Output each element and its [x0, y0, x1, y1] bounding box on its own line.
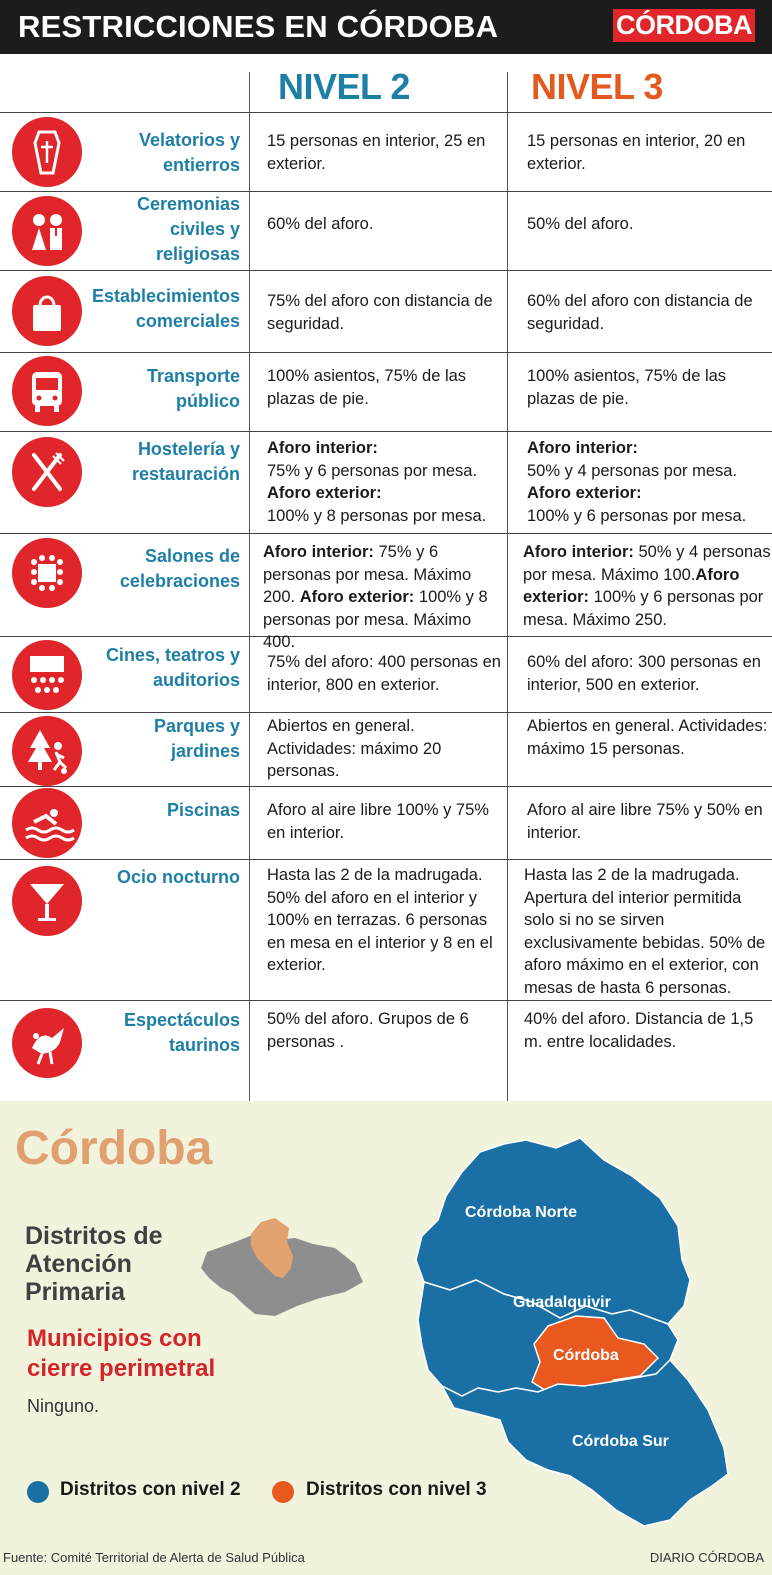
brand-logo: CÓRDOBA — [613, 9, 755, 42]
row-divider — [0, 270, 772, 271]
bullfighting-icon — [12, 1008, 82, 1078]
banquet-table-icon — [12, 538, 82, 608]
level-3-value: 100% asientos, 75% de las plazas de pie. — [527, 367, 727, 408]
level-3-text: 50% y 4 personas por mesa. — [527, 461, 738, 480]
category-label: Hostelería y restauración — [131, 439, 240, 484]
district-cordoba-sur — [440, 1358, 729, 1527]
level-3-heading: NIVEL 3 — [531, 66, 663, 107]
legend-label: Distritos con nivel 2 — [60, 1479, 241, 1500]
category-label: Transporte público — [146, 366, 240, 411]
level-3-value: 60% del aforo: 300 personas en interior,… — [527, 653, 761, 694]
category-label: Piscinas — [166, 800, 240, 820]
level-3-label: Aforo interior: — [523, 543, 634, 561]
row-divider — [0, 191, 772, 192]
level-3-value: Aforo interior: 50% y 4 personas por mes… — [527, 437, 771, 527]
row-divider — [0, 786, 772, 787]
level-3-text: 100% y 6 personas por mesa. — [527, 506, 747, 525]
level-3-value: Abiertos en general. Actividades: máximo… — [527, 717, 768, 758]
row-divider — [0, 1000, 772, 1001]
bus-icon — [12, 356, 82, 426]
level-2-value: Aforo interior: 75% y 6 personas por mes… — [267, 437, 503, 527]
page-title: RESTRICCIONES EN CÓRDOBA — [18, 9, 499, 44]
column-divider — [507, 72, 508, 1101]
district-label: Córdoba Norte — [465, 1204, 577, 1221]
level-2-text: 100% y 8 personas por mesa. — [267, 506, 487, 525]
cocktail-glass-icon — [12, 866, 82, 936]
level-3-value: 60% del aforo con distancia de seguridad… — [527, 292, 753, 333]
level-3-value: 15 personas en interior, 20 en exterior. — [527, 132, 746, 173]
legend-dot-level2 — [27, 1481, 49, 1503]
closure-value: Ninguno. — [27, 1396, 100, 1416]
level-2-value: Hasta las 2 de la madrugada. 50% del afo… — [267, 866, 493, 974]
category-label: Salones de celebraciones — [119, 546, 240, 591]
level-3-value: Aforo al aire libre 75% y 50% en interio… — [527, 801, 763, 842]
wedding-couple-icon — [12, 196, 82, 266]
districts-label: Distritos de Atención Primaria — [25, 1222, 163, 1306]
district-label: Córdoba — [553, 1347, 619, 1364]
closure-label: Municipios con cierre perimetral — [27, 1325, 216, 1382]
level-3-text: 50% y 4 personas por mesa. Máximo 100. — [523, 543, 771, 584]
level-2-value: 15 personas en interior, 25 en exterior. — [267, 132, 486, 173]
level-2-heading: NIVEL 2 — [278, 66, 410, 107]
level-2-value: 75% del aforo: 400 personas en interior,… — [267, 653, 501, 694]
column-divider — [249, 72, 250, 1101]
row-divider — [0, 859, 772, 860]
legend-dot-level3 — [272, 1481, 294, 1503]
level-2-value: Abiertos en general. Actividades: máximo… — [267, 717, 442, 780]
row-divider — [0, 712, 772, 713]
level-3-label: Aforo interior: — [527, 439, 638, 457]
coffin-icon — [12, 117, 82, 187]
category-label: Ocio nocturno — [117, 867, 240, 887]
level-2-label: Aforo interior: — [263, 543, 374, 561]
source-credit: Fuente: Comité Territorial de Alerta de … — [3, 1550, 305, 1565]
level-2-value: Aforo interior: 75% y 6 personas por mes… — [263, 541, 507, 654]
cordoba-districts-map — [415, 1137, 729, 1527]
fork-knife-icon — [12, 437, 82, 507]
district-label: Córdoba Sur — [572, 1433, 669, 1450]
row-divider — [0, 636, 772, 637]
level-2-text: 75% y 6 personas por mesa. Máximo 200. — [263, 543, 472, 606]
category-label: Parques y jardines — [153, 716, 240, 761]
row-divider — [0, 533, 772, 534]
swimmer-icon — [12, 788, 82, 858]
cinema-audience-icon — [12, 640, 82, 710]
category-label: Espectáculos taurinos — [123, 1010, 240, 1055]
category-label: Velatorios y entierros — [138, 130, 240, 175]
level-2-value: 100% asientos, 75% de las plazas de pie. — [267, 367, 467, 408]
park-tree-icon — [12, 716, 82, 786]
map-title: Córdoba — [15, 1122, 213, 1175]
legend-label: Distritos con nivel 3 — [306, 1479, 487, 1500]
level-2-value: 75% del aforo con distancia de seguridad… — [267, 292, 493, 333]
shopping-bag-icon — [12, 276, 82, 346]
level-3-value: 50% del aforo. — [527, 215, 634, 233]
category-label: Ceremonias civiles y religiosas — [136, 194, 240, 264]
level-3-value: 40% del aforo. Distancia de 1,5 m. entre… — [524, 1010, 754, 1051]
district-label: Guadalquivir — [513, 1294, 611, 1311]
category-label: Cines, teatros y auditorios — [105, 645, 240, 690]
level-2-label: Aforo interior: — [267, 439, 378, 457]
level-2-label: Aforo exterior: — [299, 588, 415, 606]
row-divider — [0, 112, 772, 113]
publisher-credit: DIARIO CÓRDOBA — [649, 1550, 764, 1565]
level-2-value: 60% del aforo. — [267, 215, 374, 233]
level-2-text: 75% y 6 personas por mesa. — [267, 461, 478, 480]
district-cordoba — [531, 1315, 660, 1393]
level-3-value: Aforo interior: 50% y 4 personas por mes… — [523, 541, 771, 631]
level-2-text: 100% y 8 personas por mesa. Máximo 400. — [263, 588, 488, 651]
level-2-value: 50% del aforo. Grupos de 6 personas . — [267, 1010, 469, 1051]
level-2-label: Aforo exterior: — [267, 484, 382, 502]
row-divider — [0, 352, 772, 353]
row-divider — [0, 431, 772, 432]
level-3-label: Aforo exterior: — [523, 565, 740, 607]
andalucia-map — [201, 1218, 363, 1316]
cordoba-province-shape — [251, 1218, 293, 1278]
level-2-value: Aforo al aire libre 100% y 75% en interi… — [267, 801, 489, 842]
level-3-label: Aforo exterior: — [527, 484, 642, 502]
category-label: Establecimientos comerciales — [91, 286, 240, 331]
level-3-value: Hasta las 2 de la madrugada. Apertura de… — [524, 866, 766, 997]
level-3-text: 100% y 6 personas por mesa. Máximo 250. — [523, 588, 764, 629]
header-bar: RESTRICCIONES EN CÓRDOBA CÓRDOBA — [0, 0, 772, 54]
